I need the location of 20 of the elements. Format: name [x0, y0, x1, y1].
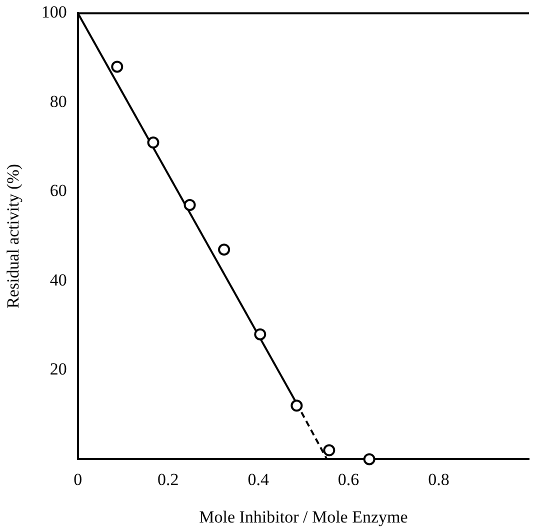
point [254, 328, 266, 340]
point [363, 453, 376, 466]
point [218, 244, 230, 256]
y-axis-title: Residual activity (%) [4, 164, 23, 308]
y-tick-label: 20 [50, 359, 67, 378]
y-tick-label: 60 [50, 181, 67, 200]
x-tick-label: 0 [74, 470, 82, 489]
x-axis-title: Mole Inhibitor / Mole Enzyme [199, 507, 408, 526]
y-tick-label: 40 [50, 270, 67, 290]
point [184, 198, 196, 211]
y-tick-label: 80 [50, 92, 67, 111]
x-tick-label: 0.4 [248, 470, 270, 489]
x-tick-label: 0.2 [157, 470, 179, 489]
point [111, 60, 124, 73]
point [323, 444, 336, 456]
point [147, 136, 160, 149]
y-tick-label: 100 [41, 2, 67, 22]
point [290, 400, 303, 412]
x-tick-label: 0.8 [428, 470, 450, 489]
x-tick-label: 0.6 [338, 470, 360, 489]
